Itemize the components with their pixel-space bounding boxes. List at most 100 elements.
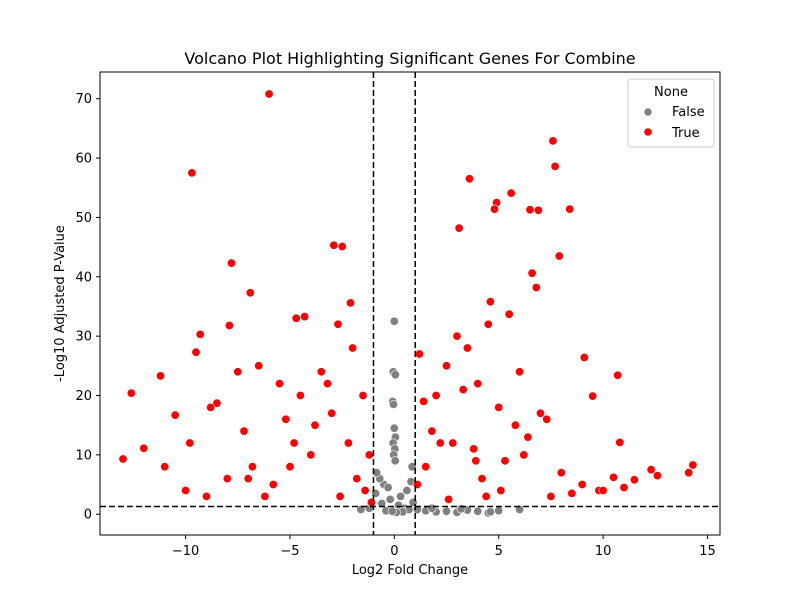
point-false [388,399,398,409]
x-tick-label: 5 [495,544,503,559]
point-true [441,361,451,371]
legend-label-false: False [672,105,705,120]
legend: None False True [627,78,715,148]
point-true [454,223,464,233]
point-true [264,89,274,99]
point-false [372,468,382,478]
point-true [496,485,506,495]
point-true [239,426,249,436]
point-true [181,485,191,495]
point-false [396,491,406,501]
point-true [542,414,552,424]
point-true [348,343,358,353]
y-tick-label: 20 [75,389,92,404]
point-true [548,136,558,146]
point-true [170,410,180,420]
point-true [494,402,504,412]
point-true [343,438,353,448]
point-true [448,438,458,448]
point-true [366,497,376,507]
point-true [473,379,483,389]
point-false [494,506,504,516]
point-false [441,506,451,516]
x-axis-title: Log2 Fold Change [352,563,468,578]
point-true [118,454,128,464]
y-axis-ticks: 0 10 20 30 40 50 60 70 [75,92,100,523]
point-false [427,503,437,513]
y-tick-label: 60 [75,152,92,167]
point-true [485,297,495,307]
point-true [525,205,535,215]
legend-marker-false [643,107,653,117]
point-true [212,398,222,408]
point-true [364,450,374,460]
scatter-points [118,89,698,518]
point-true [527,268,537,278]
point-true [160,462,170,472]
point-true [185,438,195,448]
point-true [195,329,205,339]
point-true [139,443,149,453]
point-true [535,408,545,418]
point-true [458,385,468,395]
point-true [327,408,337,418]
point-true [187,168,197,178]
x-tick-label: 10 [595,544,612,559]
point-true [322,379,332,389]
point-true [156,371,166,381]
point-true [462,343,472,353]
y-axis-title: -Log10 Adjusted P-Value [53,225,68,382]
point-true [500,456,510,466]
point-false [385,494,395,504]
legend-title: None [654,85,688,100]
point-true [435,438,445,448]
point-true [412,479,422,489]
y-tick-label: 0 [84,508,92,523]
point-false [390,456,400,466]
point-true [489,204,499,214]
point-true [335,491,345,501]
point-true [245,288,255,298]
point-true [515,367,525,377]
point-true [629,475,639,485]
point-true [464,174,474,184]
point-true [260,491,270,501]
point-true [224,320,234,330]
point-true [206,402,216,412]
point-true [652,471,662,481]
point-true [310,420,320,430]
point-true [191,347,201,357]
y-tick-label: 50 [75,211,92,226]
point-true [306,450,316,460]
point-true [281,414,291,424]
point-true [577,479,587,489]
point-true [504,309,514,319]
point-true [556,468,566,478]
point-false [389,316,399,326]
point-true [345,298,355,308]
point-true [431,390,441,400]
point-true [360,485,370,495]
x-tick-label: −10 [172,544,199,559]
point-false [387,506,397,516]
point-false [515,504,525,514]
point-false [485,507,495,517]
point-false [356,504,366,514]
chart-title: Volcano Plot Highlighting Significant Ge… [184,49,635,68]
y-tick-label: 70 [75,92,92,107]
point-true [477,474,487,484]
point-true [554,251,564,261]
point-true [567,488,577,498]
point-true [268,479,278,489]
point-true [483,319,493,329]
point-true [533,205,543,215]
point-true [452,331,462,341]
point-false [390,370,400,380]
point-true [337,242,347,252]
point-true [506,188,516,198]
point-true [646,465,656,475]
point-false [407,462,417,472]
legend-label-true: True [671,126,700,141]
point-false [371,488,381,498]
